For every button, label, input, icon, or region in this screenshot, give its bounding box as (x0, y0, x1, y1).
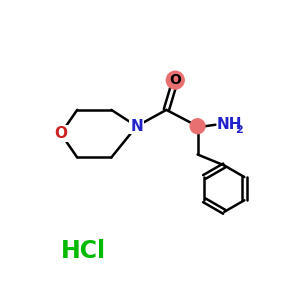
Circle shape (190, 119, 205, 134)
Text: O: O (54, 126, 67, 141)
Text: HCl: HCl (61, 239, 106, 263)
Text: NH: NH (217, 117, 242, 132)
Text: N: N (130, 119, 143, 134)
Text: 2: 2 (235, 125, 243, 135)
Circle shape (166, 71, 184, 89)
Text: O: O (169, 73, 181, 87)
